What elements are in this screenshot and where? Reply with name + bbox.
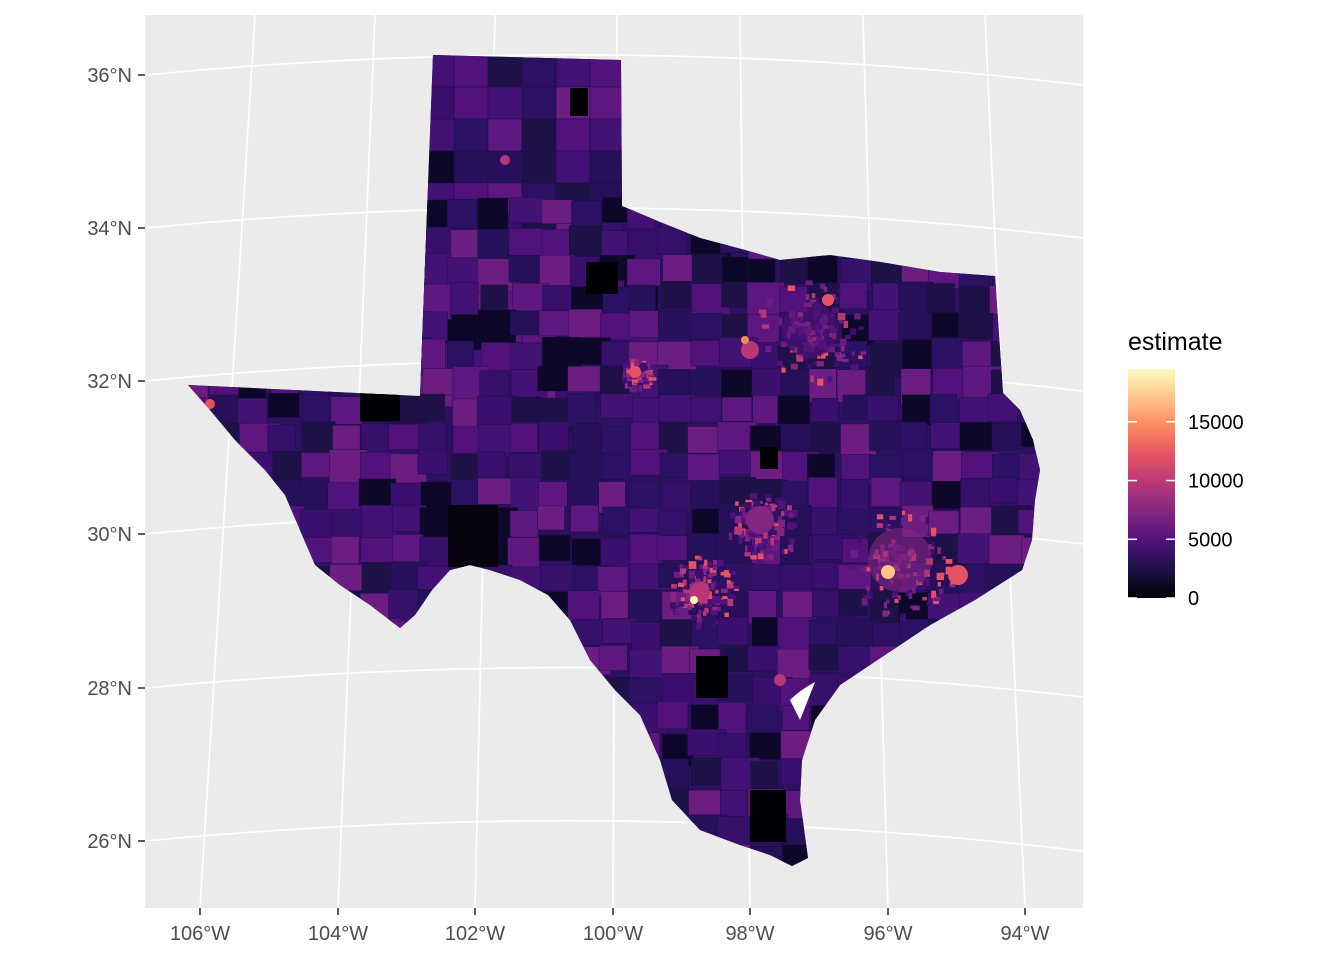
lon-label-104: 104°W — [308, 923, 368, 945]
urban-hotspots — [205, 88, 968, 842]
lat-label-32: 32°N — [87, 371, 132, 393]
coastal-bays — [790, 682, 815, 720]
latitude-axis: 36°N 34°N 32°N 30°N 28°N 26°N — [87, 65, 145, 853]
lat-label-28: 28°N — [87, 678, 132, 700]
lon-label-100: 100°W — [583, 923, 643, 945]
lon-label-106: 106°W — [170, 923, 230, 945]
lat-label-26: 26°N — [87, 831, 132, 853]
longitude-axis: 106°W 104°W 102°W 100°W 98°W 96°W 94°W — [170, 908, 1050, 945]
legend-label: 10000 — [1188, 471, 1244, 493]
lon-label-102: 102°W — [445, 923, 505, 945]
lon-label-98: 98°W — [725, 923, 774, 945]
legend: estimate 0 5000 10000 15000 — [1128, 328, 1244, 610]
lon-label-96: 96°W — [863, 923, 912, 945]
graticule-lat-26 — [145, 819, 1083, 852]
legend-colorbar — [1128, 369, 1175, 598]
legend-ticks: 0 5000 10000 15000 — [1128, 412, 1244, 610]
legend-label: 0 — [1188, 588, 1199, 610]
graticule-lat-36 — [145, 53, 1083, 86]
lat-label-30: 30°N — [87, 524, 132, 546]
legend-label: 5000 — [1188, 529, 1233, 551]
legend-label: 15000 — [1188, 412, 1244, 434]
graticule-lon-106 — [199, 15, 256, 908]
lat-label-36: 36°N — [87, 65, 132, 87]
lat-label-34: 34°N — [87, 218, 132, 240]
lon-label-94: 94°W — [1000, 923, 1049, 945]
legend-title: estimate — [1128, 328, 1222, 356]
